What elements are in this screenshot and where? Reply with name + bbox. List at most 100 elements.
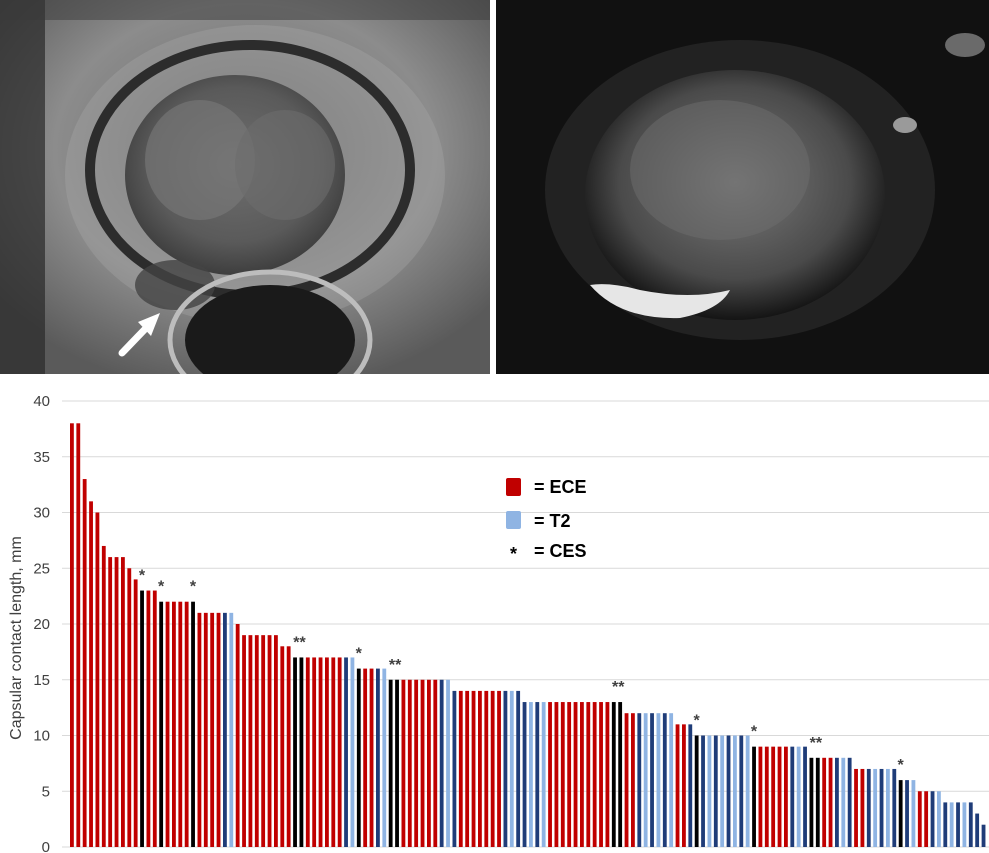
- legend-blue-square: [506, 511, 521, 529]
- ces-asterisk-mark: *: [158, 579, 165, 596]
- bar: [191, 601, 195, 847]
- bar: [618, 702, 623, 847]
- y-tick-label: 20: [33, 616, 50, 633]
- bar: [433, 679, 438, 847]
- dwi-mri-image: [496, 0, 989, 376]
- y-tick-label: 0: [42, 839, 50, 853]
- bar: [822, 757, 827, 847]
- bar: [739, 735, 744, 847]
- bar: [726, 735, 731, 847]
- bar: [261, 635, 266, 847]
- bar: [866, 768, 871, 847]
- bar: [210, 612, 215, 847]
- legend-asterisk-icon: *: [510, 544, 517, 564]
- bar: [121, 557, 125, 847]
- bar: [828, 757, 833, 847]
- bar: [841, 757, 846, 847]
- bar: [388, 679, 393, 847]
- bar: [956, 802, 960, 847]
- bar: [682, 724, 686, 847]
- bar: [911, 780, 916, 847]
- ces-asterisk-mark: **: [810, 735, 823, 752]
- y-tick-label: 25: [33, 560, 50, 577]
- mri-panels: [0, 0, 989, 376]
- bar: [541, 702, 546, 847]
- legend-red-square: [506, 478, 521, 496]
- y-tick-label: 10: [33, 728, 50, 745]
- bar: [643, 713, 648, 847]
- bar: [382, 668, 387, 847]
- bar: [293, 657, 297, 847]
- legend-item-ces: * = CES: [510, 541, 587, 564]
- bar: [886, 768, 890, 847]
- bar: [548, 702, 552, 847]
- bar: [203, 612, 208, 847]
- bar: [892, 768, 897, 847]
- bar: [981, 824, 986, 847]
- legend-label-ces: = CES: [534, 541, 587, 561]
- bar: [325, 657, 329, 847]
- legend-item-ece: = ECE: [506, 477, 587, 497]
- bar: [248, 635, 253, 847]
- bar: [605, 702, 610, 847]
- bar: [242, 635, 246, 847]
- bar: [516, 690, 521, 847]
- bar: [395, 679, 399, 847]
- bar: [178, 601, 183, 847]
- bar: [108, 557, 113, 847]
- bar: [471, 690, 476, 847]
- bar: [669, 713, 674, 847]
- y-tick-label: 5: [42, 783, 50, 800]
- bars: [70, 423, 986, 847]
- bar: [101, 545, 106, 847]
- bar: [274, 635, 278, 847]
- bar: [216, 612, 221, 847]
- bar: [369, 668, 374, 847]
- bar: [611, 702, 616, 847]
- bar: [777, 746, 782, 847]
- bar: [631, 713, 635, 847]
- bar: [854, 768, 858, 847]
- bar: [312, 657, 317, 847]
- bar: [720, 735, 725, 847]
- y-tick-label: 40: [33, 393, 50, 410]
- bar: [223, 612, 227, 847]
- ces-asterisk-mark: *: [898, 757, 905, 774]
- bar: [752, 746, 756, 847]
- bar: [76, 423, 81, 847]
- bar: [254, 635, 259, 847]
- ces-asterisk-mark: *: [751, 724, 758, 741]
- bar: [427, 679, 431, 847]
- bar: [337, 657, 342, 847]
- bar: [949, 802, 954, 847]
- bar: [962, 802, 967, 847]
- bar: [758, 746, 763, 847]
- ces-markers: ** *************: [139, 568, 905, 775]
- ces-asterisk-mark: **: [612, 679, 625, 696]
- bar: [146, 590, 151, 847]
- bar: [363, 668, 368, 847]
- bar: [937, 791, 941, 847]
- t2-mri-image: [0, 0, 490, 376]
- bar: [898, 780, 903, 847]
- bar: [650, 713, 654, 847]
- bar: [305, 657, 310, 847]
- bar: [771, 746, 776, 847]
- y-tick-label: 30: [33, 505, 50, 522]
- bar: [624, 713, 629, 847]
- bar: [529, 702, 533, 847]
- bar: [446, 679, 450, 847]
- bar: [637, 713, 642, 847]
- bar: [586, 702, 591, 847]
- panel-divider: [490, 0, 496, 376]
- bar: [299, 657, 304, 847]
- legend-label-ece: = ECE: [534, 477, 587, 497]
- bar: [318, 657, 323, 847]
- bar: [356, 668, 361, 847]
- bar: [567, 702, 572, 847]
- bar: [465, 690, 470, 847]
- bar: [879, 768, 884, 847]
- ces-asterisk-mark: *: [190, 579, 197, 596]
- bar: [165, 601, 170, 847]
